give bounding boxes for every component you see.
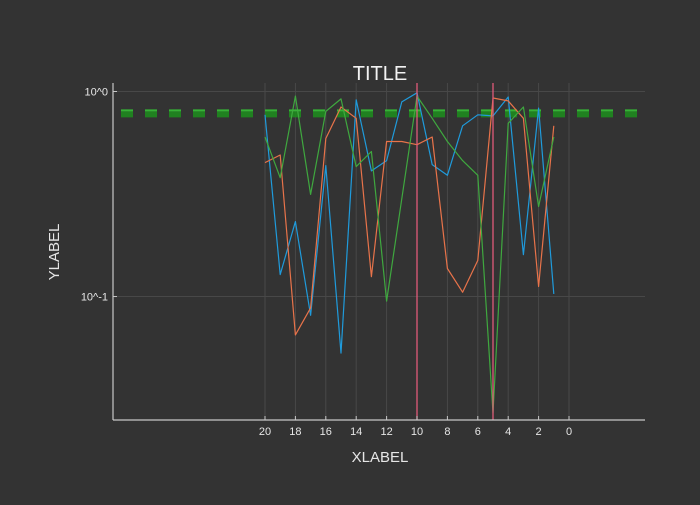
x-tick-label: 10	[411, 426, 423, 438]
x-tick-label: 8	[444, 426, 450, 438]
x-tick-label: 16	[320, 426, 332, 438]
x-tick-label: 0	[566, 426, 572, 438]
y-axis-label: YLABEL	[46, 224, 63, 281]
horizontal-reference-lines	[121, 109, 645, 118]
x-tick-label: 20	[259, 426, 271, 438]
series-line-2	[264, 97, 555, 336]
x-tick-label: 12	[380, 426, 392, 438]
x-tick-label: 18	[289, 426, 301, 438]
chart-title: TITLE	[353, 63, 407, 85]
y-tick-label: 10^0	[84, 86, 108, 98]
axes	[112, 83, 645, 421]
x-axis-label: XLABEL	[352, 449, 409, 466]
x-tick-label: 4	[505, 426, 511, 438]
series-lines	[264, 92, 555, 414]
x-tick-label: 14	[350, 426, 362, 438]
vertical-reference-lines	[416, 83, 494, 420]
y-tick-label: 10^-1	[81, 292, 108, 304]
series-line-3	[264, 95, 555, 414]
x-tick-label: 6	[475, 426, 481, 438]
x-tick-label: 2	[536, 426, 542, 438]
tick-labels: 20 18 16 14 12 10 8 6 4 2 010^010^-1	[81, 86, 572, 438]
